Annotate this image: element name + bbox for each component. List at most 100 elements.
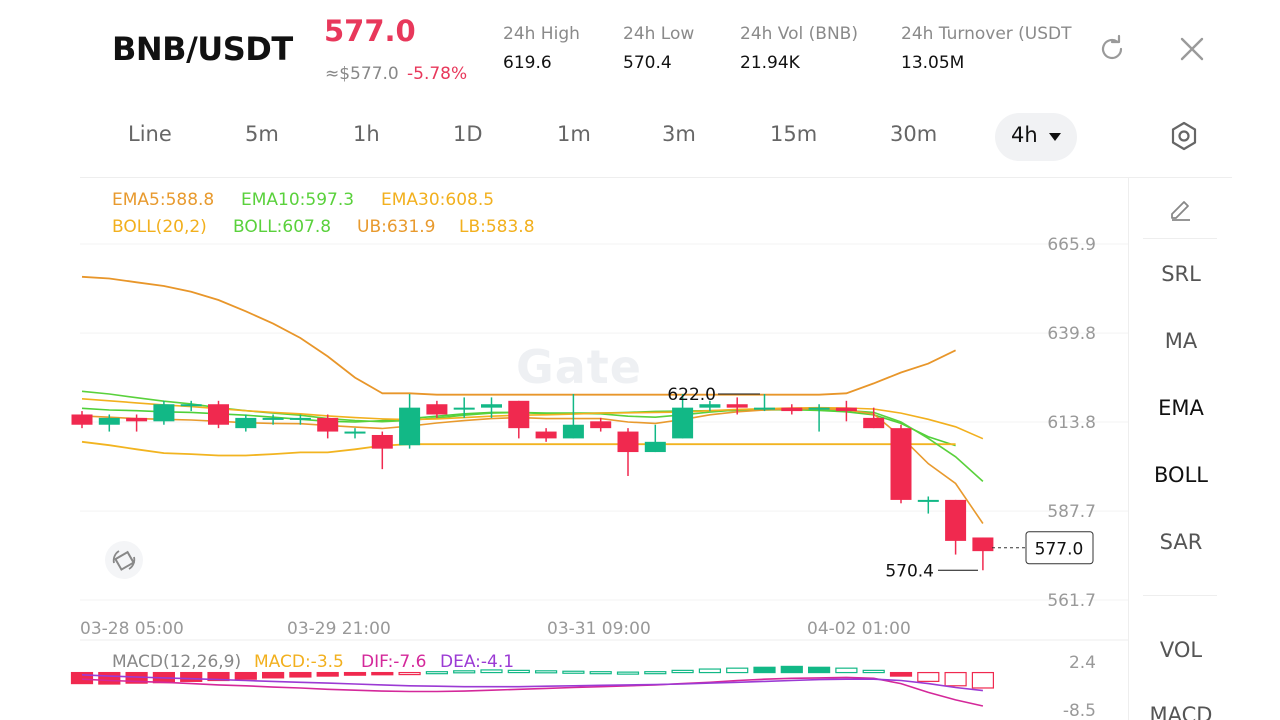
indicator-ema[interactable]: EMA xyxy=(1158,396,1204,420)
macd-histogram-bar xyxy=(698,668,722,674)
candle-body xyxy=(863,417,885,429)
tab-line[interactable]: Line xyxy=(128,122,172,146)
legend-dea-value: DEA:-4.1 xyxy=(440,652,515,672)
macd-histogram-bar xyxy=(862,669,885,674)
candle-body xyxy=(754,407,775,410)
macd-histogram-bar xyxy=(453,670,476,674)
candle-body xyxy=(289,417,311,420)
x-tick-label: 03-29 21:00 xyxy=(287,619,391,639)
candle-body xyxy=(344,431,366,434)
candle-body xyxy=(945,499,967,541)
macd-histogram-bar xyxy=(671,669,694,674)
legend-ema10: EMA10:597.3 xyxy=(241,190,355,210)
price-chart[interactable]: 665.9 639.8 613.8 587.7 561.7 03-28 05:00 03-2… xyxy=(0,0,1128,720)
gate-watermark-logo: Gate xyxy=(516,340,642,394)
macd-histogram-bar xyxy=(589,671,612,675)
candle-body xyxy=(699,404,721,408)
macd-y-tick-label: 2.4 xyxy=(1069,653,1096,673)
tab-15m[interactable]: 15m xyxy=(770,122,818,146)
pair-title[interactable]: BNB/USDT xyxy=(112,30,293,68)
macd-histogram-bar xyxy=(70,671,94,685)
candle-body xyxy=(98,417,120,425)
tab-1m[interactable]: 1m xyxy=(557,122,591,146)
macd-histogram-bar xyxy=(316,671,339,677)
candle-body xyxy=(481,404,502,408)
boll-upper-line xyxy=(81,275,956,396)
ticker-header: BNB/USDT 577.0 ≈$577.0 -5.78% 24h High 6… xyxy=(0,0,1280,100)
candle-body xyxy=(617,431,639,453)
tab-30m[interactable]: 30m xyxy=(890,122,938,146)
indicator-vol[interactable]: VOL xyxy=(1159,638,1203,662)
tab-1h[interactable]: 1h xyxy=(353,122,380,146)
stat-volume-label: 24h Vol (BNB) xyxy=(740,24,858,44)
settings-icon[interactable] xyxy=(1168,120,1200,152)
legend-boll-lb: LB:583.8 xyxy=(459,217,535,237)
macd-histogram-bar xyxy=(889,671,913,677)
macd-histogram-bar xyxy=(644,671,667,675)
tab-4h-dropdown[interactable]: 4h xyxy=(995,113,1077,161)
divider xyxy=(80,177,1232,178)
candle-body xyxy=(562,424,584,439)
x-tick-label: 04-02 01:00 xyxy=(807,619,911,639)
y-tick-label: 639.8 xyxy=(1047,324,1096,344)
tab-5m[interactable]: 5m xyxy=(245,122,279,146)
candle-body xyxy=(972,537,994,552)
caret-down-icon xyxy=(1049,133,1061,141)
macd-histogram-bar xyxy=(753,666,776,674)
candle-body xyxy=(890,428,912,500)
chart-area[interactable]: EMA5:588.8 EMA10:597.3 EMA30:608.5 BOLL(… xyxy=(0,178,1128,720)
macd-histogram-bar xyxy=(917,671,940,682)
candle-body xyxy=(835,407,857,412)
legend-boll: BOLL(20,2) xyxy=(112,217,207,237)
candle-body xyxy=(508,400,530,429)
high-marker-label: 622.0 xyxy=(667,385,716,405)
indicator-macd[interactable]: MACD xyxy=(1149,703,1213,720)
stat-high-value: 619.6 xyxy=(503,53,552,73)
last-price-tag xyxy=(1025,531,1094,565)
x-tick-label: 03-31 09:00 xyxy=(547,619,651,639)
macd-dif-line xyxy=(81,676,984,707)
pencil-draw-icon[interactable] xyxy=(1167,194,1195,222)
stat-turnover-value: 13.05M xyxy=(901,53,965,73)
legend-ema5: EMA5:588.8 xyxy=(112,190,215,210)
macd-histogram-bar xyxy=(207,671,230,682)
chart-lock-button[interactable] xyxy=(105,541,143,579)
panel-divider xyxy=(1143,595,1217,596)
stat-volume-value: 21.94K xyxy=(740,53,800,73)
refresh-icon[interactable] xyxy=(1097,34,1127,64)
candle-body xyxy=(153,404,175,422)
macd-histogram-bar xyxy=(726,667,749,674)
candle-body xyxy=(672,407,694,439)
macd-histogram-bar xyxy=(262,671,285,679)
indicator-sar[interactable]: SAR xyxy=(1159,530,1203,554)
timeframe-tabs: Line 5m 1h 1D 1m 3m 15m 30m xyxy=(0,110,1280,164)
stat-low-label: 24h Low xyxy=(623,24,695,44)
macd-histogram-bar xyxy=(616,671,640,675)
candle-body xyxy=(208,404,229,425)
macd-dea-line xyxy=(81,674,983,692)
indicator-srl[interactable]: SRL xyxy=(1161,262,1201,286)
lock-rotate-icon xyxy=(112,550,136,571)
candle-body xyxy=(781,407,803,412)
candle-body xyxy=(371,434,393,449)
macd-histogram-bar xyxy=(98,671,121,685)
candle-body xyxy=(808,407,830,410)
tab-3m[interactable]: 3m xyxy=(662,122,696,146)
indicator-boll[interactable]: BOLL xyxy=(1154,463,1208,487)
indicator-ma[interactable]: MA xyxy=(1164,329,1198,353)
candle-body xyxy=(71,414,93,425)
legend-ema30: EMA30:608.5 xyxy=(381,190,495,210)
macd-histogram-bar xyxy=(835,667,858,674)
candle-body xyxy=(726,404,748,408)
candle-body xyxy=(262,417,284,420)
ema30-line xyxy=(81,398,984,440)
close-icon[interactable] xyxy=(1177,34,1207,64)
stat-low-value: 570.4 xyxy=(623,53,672,73)
macd-histogram-bar xyxy=(780,665,803,674)
boll-lower-line xyxy=(81,440,956,457)
macd-y-tick-label: -8.5 xyxy=(1063,701,1096,720)
macd-histogram-bar xyxy=(234,671,257,680)
macd-histogram-bar xyxy=(289,671,312,678)
tab-1d[interactable]: 1D xyxy=(453,122,483,146)
low-marker-label: 570.4 xyxy=(885,561,934,581)
